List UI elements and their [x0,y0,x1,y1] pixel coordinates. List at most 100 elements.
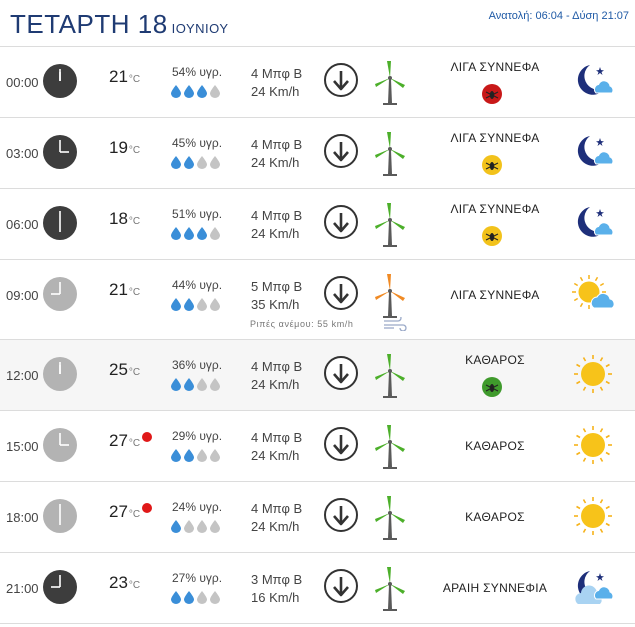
wind-direction-arrow-icon [323,204,359,240]
humidity-label: 36% υγρ. [172,358,223,372]
forecast-time: 18:00 [6,510,39,525]
wind-speed: 24 Km/h [251,84,300,99]
water-drop-icon [171,85,181,98]
water-drop-icon [197,591,207,604]
mosquito-level-icon [482,226,502,246]
water-drop-icon [210,156,220,169]
moon-cloud-icon [570,132,616,172]
wind-speed: 24 Km/h [251,155,300,170]
forecast-row: 03:00 19°C 45% υγρ. 4 Μπφ Β 24 Km/h ΛΙΓΑ ΣΥ… [0,118,635,189]
water-drop-icon [210,591,220,604]
temperature-unit: °C [128,367,141,378]
temperature-value: 21 [109,280,128,299]
wind-speed: 24 Km/h [251,448,300,463]
temperature-value: 21 [109,67,128,86]
clock-icon [42,205,78,241]
forecast-row: 21:00 23°C 27% υγρ. 3 Μπφ Β 16 Km/h ΑΡΑΙΗ Σ… [0,553,635,624]
wind-gust-label: Ριπές ανέμου: 55 km/h [250,319,354,329]
forecast-row: 18:00 27°C 24% υγρ. 4 Μπφ Β 24 Km/h ΚΑΘΑΡΟΣ [0,482,635,553]
water-drop-icon [210,378,220,391]
clock-icon [42,63,78,99]
wind-speed: 24 Km/h [251,377,300,392]
temperature-value: 23 [109,573,128,592]
temperature-value: 27 [109,431,128,450]
clock-icon [42,569,78,605]
water-drop-icon [184,227,194,240]
forecast-time: 09:00 [6,288,39,303]
mosquito-level-icon [482,155,502,175]
water-drop-icon [171,156,181,169]
wind-info: 4 Μπφ Β 24 Km/h [251,136,302,172]
forecast-row: 12:00 25°C 36% υγρ. 4 Μπφ Β 24 Km/h ΚΑΘΑΡΟΣ [0,340,635,411]
humidity-drops [171,378,220,391]
wind-info: 4 Μπφ Β 24 Km/h [251,65,302,101]
humidity-drops [171,156,220,169]
condition-label: ΛΙΓΑ ΣΥΝΝΕΦΑ [450,288,540,302]
water-drop-icon [197,520,207,533]
clock-icon [42,356,78,392]
condition-label: ΛΙΓΑ ΣΥΝΝΕΦΑ [450,202,540,216]
wind-direction-arrow-icon [323,426,359,462]
water-drop-icon [210,85,220,98]
wind-turbine-icon [372,130,408,176]
wind-info: 4 Μπφ Β 24 Km/h [251,429,302,465]
forecast-row: 09:00 21°C 44% υγρ. 5 Μπφ Β 35 Km/h Ριπές αν… [0,260,635,340]
wind-direction-arrow-icon [323,275,359,311]
forecast-time: 00:00 [6,75,39,90]
water-drop-icon [197,449,207,462]
clock-icon [42,276,78,312]
water-drop-icon [171,378,181,391]
temperature: 27°C [109,502,140,522]
water-drop-icon [171,298,181,311]
mosquito-level-icon [482,377,502,397]
temperature: 25°C [109,360,140,380]
temperature-value: 18 [109,209,128,228]
humidity-label: 54% υγρ. [172,65,223,79]
forecast-row: 00:00 21°C 54% υγρ. 4 Μπφ Β 24 Km/h ΛΙΓΑ ΣΥ… [0,47,635,118]
clock-icon [42,427,78,463]
water-drop-icon [171,227,181,240]
wind-force: 4 Μπφ Β [251,208,303,223]
condition-label: ΛΙΓΑ ΣΥΝΝΕΦΑ [450,131,540,145]
wind-force: 4 Μπφ Β [251,501,303,516]
water-drop-icon [171,591,181,604]
humidity-label: 51% υγρ. [172,207,223,221]
wind-force: 3 Μπφ Β [251,572,303,587]
wind-turbine-icon [372,423,408,469]
temperature: 23°C [109,573,140,593]
wind-force: 4 Μπφ Β [251,359,303,374]
temperature-unit: °C [128,74,141,85]
humidity-drops [171,520,220,533]
sun-icon [570,496,616,536]
wind-info: 3 Μπφ Β 16 Km/h [251,571,302,607]
moon-cloud-scattered-icon [570,567,616,607]
water-drop-icon [184,85,194,98]
humidity-label: 24% υγρ. [172,500,223,514]
day-header: ΤΕΤΑΡΤΗ 18 ΙΟΥΝΙΟΥ Ανατολή: 06:04 - Δύση … [0,0,635,47]
water-drop-icon [210,449,220,462]
humidity-label: 27% υγρ. [172,571,223,585]
temperature-value: 27 [109,502,128,521]
humidity-drops [171,227,220,240]
wind-info: 4 Μπφ Β 24 Km/h [251,500,302,536]
month-label: ΙΟΥΝΙΟΥ [171,21,229,36]
water-drop-icon [197,298,207,311]
wind-speed: 16 Km/h [251,590,300,605]
wind-info: 4 Μπφ Β 24 Km/h [251,358,302,394]
humidity-drops [171,591,220,604]
water-drop-icon [184,378,194,391]
temperature-unit: °C [128,509,141,520]
water-drop-icon [184,156,194,169]
water-drop-icon [197,85,207,98]
water-drop-icon [210,520,220,533]
wind-gust-icon [383,314,407,332]
water-drop-icon [171,520,181,533]
temperature-value: 19 [109,138,128,157]
water-drop-icon [184,449,194,462]
wind-direction-arrow-icon [323,497,359,533]
wind-turbine-icon [372,201,408,247]
condition-label: ΚΑΘΑΡΟΣ [465,439,525,453]
water-drop-icon [184,298,194,311]
water-drop-icon [210,227,220,240]
wind-info: 5 Μπφ Β 35 Km/h [251,278,302,314]
